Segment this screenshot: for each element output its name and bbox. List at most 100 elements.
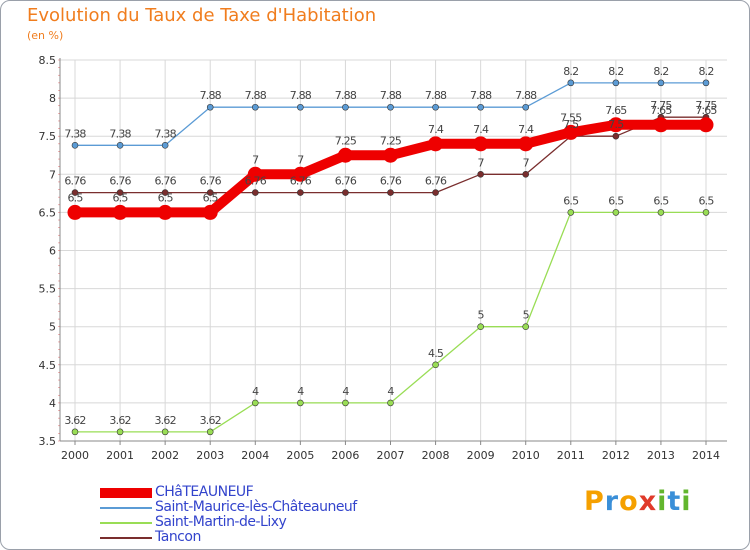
- data-label-chateauneuf: 7.25: [335, 134, 357, 147]
- data-label-tancon: 6.76: [245, 175, 267, 188]
- legend-swatch-tancon: [100, 536, 152, 539]
- data-point-saint-martin: [657, 209, 665, 216]
- logo-letter: o: [619, 486, 639, 517]
- y-tick-label: 5.5: [39, 283, 57, 296]
- data-label-saint-martin: 5: [523, 309, 530, 322]
- data-point-chateauneuf: [292, 166, 308, 182]
- data-label-saint-martin: 5: [478, 309, 485, 322]
- data-label-saint-maurice: 7.38: [109, 127, 131, 140]
- data-label-saint-maurice: 7.88: [515, 89, 537, 102]
- data-label-saint-martin: 4: [252, 385, 259, 398]
- x-tick-label: 2000: [61, 449, 89, 462]
- data-point-chateauneuf: [337, 147, 353, 163]
- data-point-chateauneuf: [112, 204, 128, 220]
- data-label-saint-maurice: 7.88: [245, 89, 267, 102]
- x-tick-label: 2014: [692, 449, 720, 462]
- data-point-tancon: [477, 171, 484, 178]
- data-point-saint-martin: [161, 428, 169, 436]
- data-point-tancon: [116, 189, 124, 196]
- data-point-saint-maurice: [432, 103, 439, 111]
- x-tick-label: 2008: [422, 449, 450, 462]
- data-label-saint-maurice: 7.38: [64, 127, 86, 140]
- data-point-saint-martin: [342, 399, 349, 407]
- legend-swatch-saint-martin: [100, 521, 152, 524]
- y-tick-label: 4.5: [39, 359, 57, 372]
- data-label-saint-martin: 3.62: [200, 414, 221, 427]
- data-point-tancon: [251, 189, 259, 196]
- logo-letter: t: [667, 486, 682, 517]
- x-tick-label: 2002: [151, 449, 179, 462]
- y-tick-label: 7.5: [39, 130, 57, 143]
- logo-letter: i: [681, 486, 692, 517]
- legend-label-saint-maurice: Saint-Maurice-lès-Châteauneuf: [155, 499, 357, 515]
- data-label-saint-maurice: 7.38: [154, 127, 176, 140]
- legend-item-saint-maurice: Saint-Maurice-lès-Châteauneuf: [100, 500, 357, 515]
- x-tick-label: 2010: [512, 449, 540, 462]
- data-label-saint-maurice: 7.88: [200, 89, 222, 102]
- data-label-saint-martin: 4.5: [428, 347, 444, 360]
- data-label-chateauneuf: 7: [297, 153, 304, 166]
- legend-label-tancon: Tancon: [155, 529, 201, 545]
- data-label-tancon: 7.5: [608, 118, 624, 131]
- data-label-saint-martin: 6.5: [563, 194, 579, 207]
- x-tick-label: 2001: [106, 449, 134, 462]
- data-label-saint-martin: 3.62: [64, 414, 85, 427]
- data-label-tancon: 6.76: [64, 175, 86, 188]
- y-tick-label: 7: [49, 168, 56, 181]
- data-point-chateauneuf: [428, 136, 444, 152]
- x-tick-label: 2004: [241, 449, 269, 462]
- data-label-saint-martin: 4: [387, 385, 394, 398]
- x-tick-label: 2013: [647, 449, 675, 462]
- chart-title: Evolution du Taux de Taxe d'Habitation: [27, 5, 377, 26]
- data-label-saint-martin: 6.5: [653, 194, 669, 207]
- data-point-chateauneuf: [202, 204, 218, 220]
- x-tick-label: 2006: [331, 449, 359, 462]
- data-point-saint-martin: [612, 209, 620, 216]
- legend-label-chateauneuf: CHâTEAUNEUF: [155, 484, 254, 500]
- data-point-chateauneuf: [67, 204, 83, 220]
- data-point-saint-maurice: [567, 79, 575, 87]
- data-point-saint-martin: [251, 399, 259, 407]
- legend-label-saint-martin: Saint-Martin-de-Lixy: [155, 514, 287, 530]
- data-point-tancon: [206, 189, 214, 196]
- data-label-chateauneuf: 7.65: [605, 104, 627, 117]
- data-label-saint-maurice: 7.88: [290, 89, 312, 102]
- legend-item-chateauneuf: CHâTEAUNEUF: [100, 485, 357, 500]
- logo-letter: r: [604, 486, 620, 517]
- data-point-tancon: [432, 189, 439, 196]
- data-label-saint-maurice: 8.2: [608, 65, 623, 78]
- x-tick-label: 2011: [557, 449, 585, 462]
- data-label-saint-martin: 3.62: [154, 414, 175, 427]
- chart-subtitle: (en %): [27, 29, 64, 42]
- data-label-chateauneuf: 7.4: [518, 123, 534, 136]
- logo-letter: P: [584, 486, 605, 517]
- proxiti-logo: Proxiti: [584, 486, 692, 517]
- y-tick-label: 5: [49, 321, 56, 334]
- data-point-saint-martin: [71, 428, 79, 436]
- data-point-saint-maurice: [522, 103, 530, 111]
- data-point-saint-martin: [387, 399, 394, 407]
- x-tick-label: 2007: [377, 449, 405, 462]
- data-label-chateauneuf: 7: [252, 153, 259, 166]
- data-point-tancon: [71, 189, 79, 196]
- x-tick-label: 2003: [196, 449, 224, 462]
- data-label-saint-martin: 6.5: [608, 194, 624, 207]
- data-point-saint-martin: [477, 323, 484, 331]
- data-point-saint-maurice: [612, 79, 620, 87]
- x-tick-label: 2005: [286, 449, 314, 462]
- data-label-chateauneuf: 6.5: [203, 191, 219, 204]
- data-point-chateauneuf: [157, 204, 173, 220]
- data-point-tancon: [612, 132, 620, 140]
- data-point-saint-martin: [297, 399, 304, 407]
- data-label-saint-maurice: 7.88: [425, 89, 447, 102]
- y-tick-label: 3.5: [39, 435, 57, 448]
- data-point-saint-maurice: [116, 142, 124, 149]
- data-label-chateauneuf: 7.25: [380, 134, 402, 147]
- data-point-saint-martin: [702, 209, 710, 216]
- y-tick-label: 4: [49, 397, 56, 410]
- data-point-saint-maurice: [702, 79, 710, 87]
- data-label-tancon: 6.76: [290, 175, 312, 188]
- data-point-saint-martin: [567, 209, 575, 216]
- data-point-chateauneuf: [608, 117, 624, 133]
